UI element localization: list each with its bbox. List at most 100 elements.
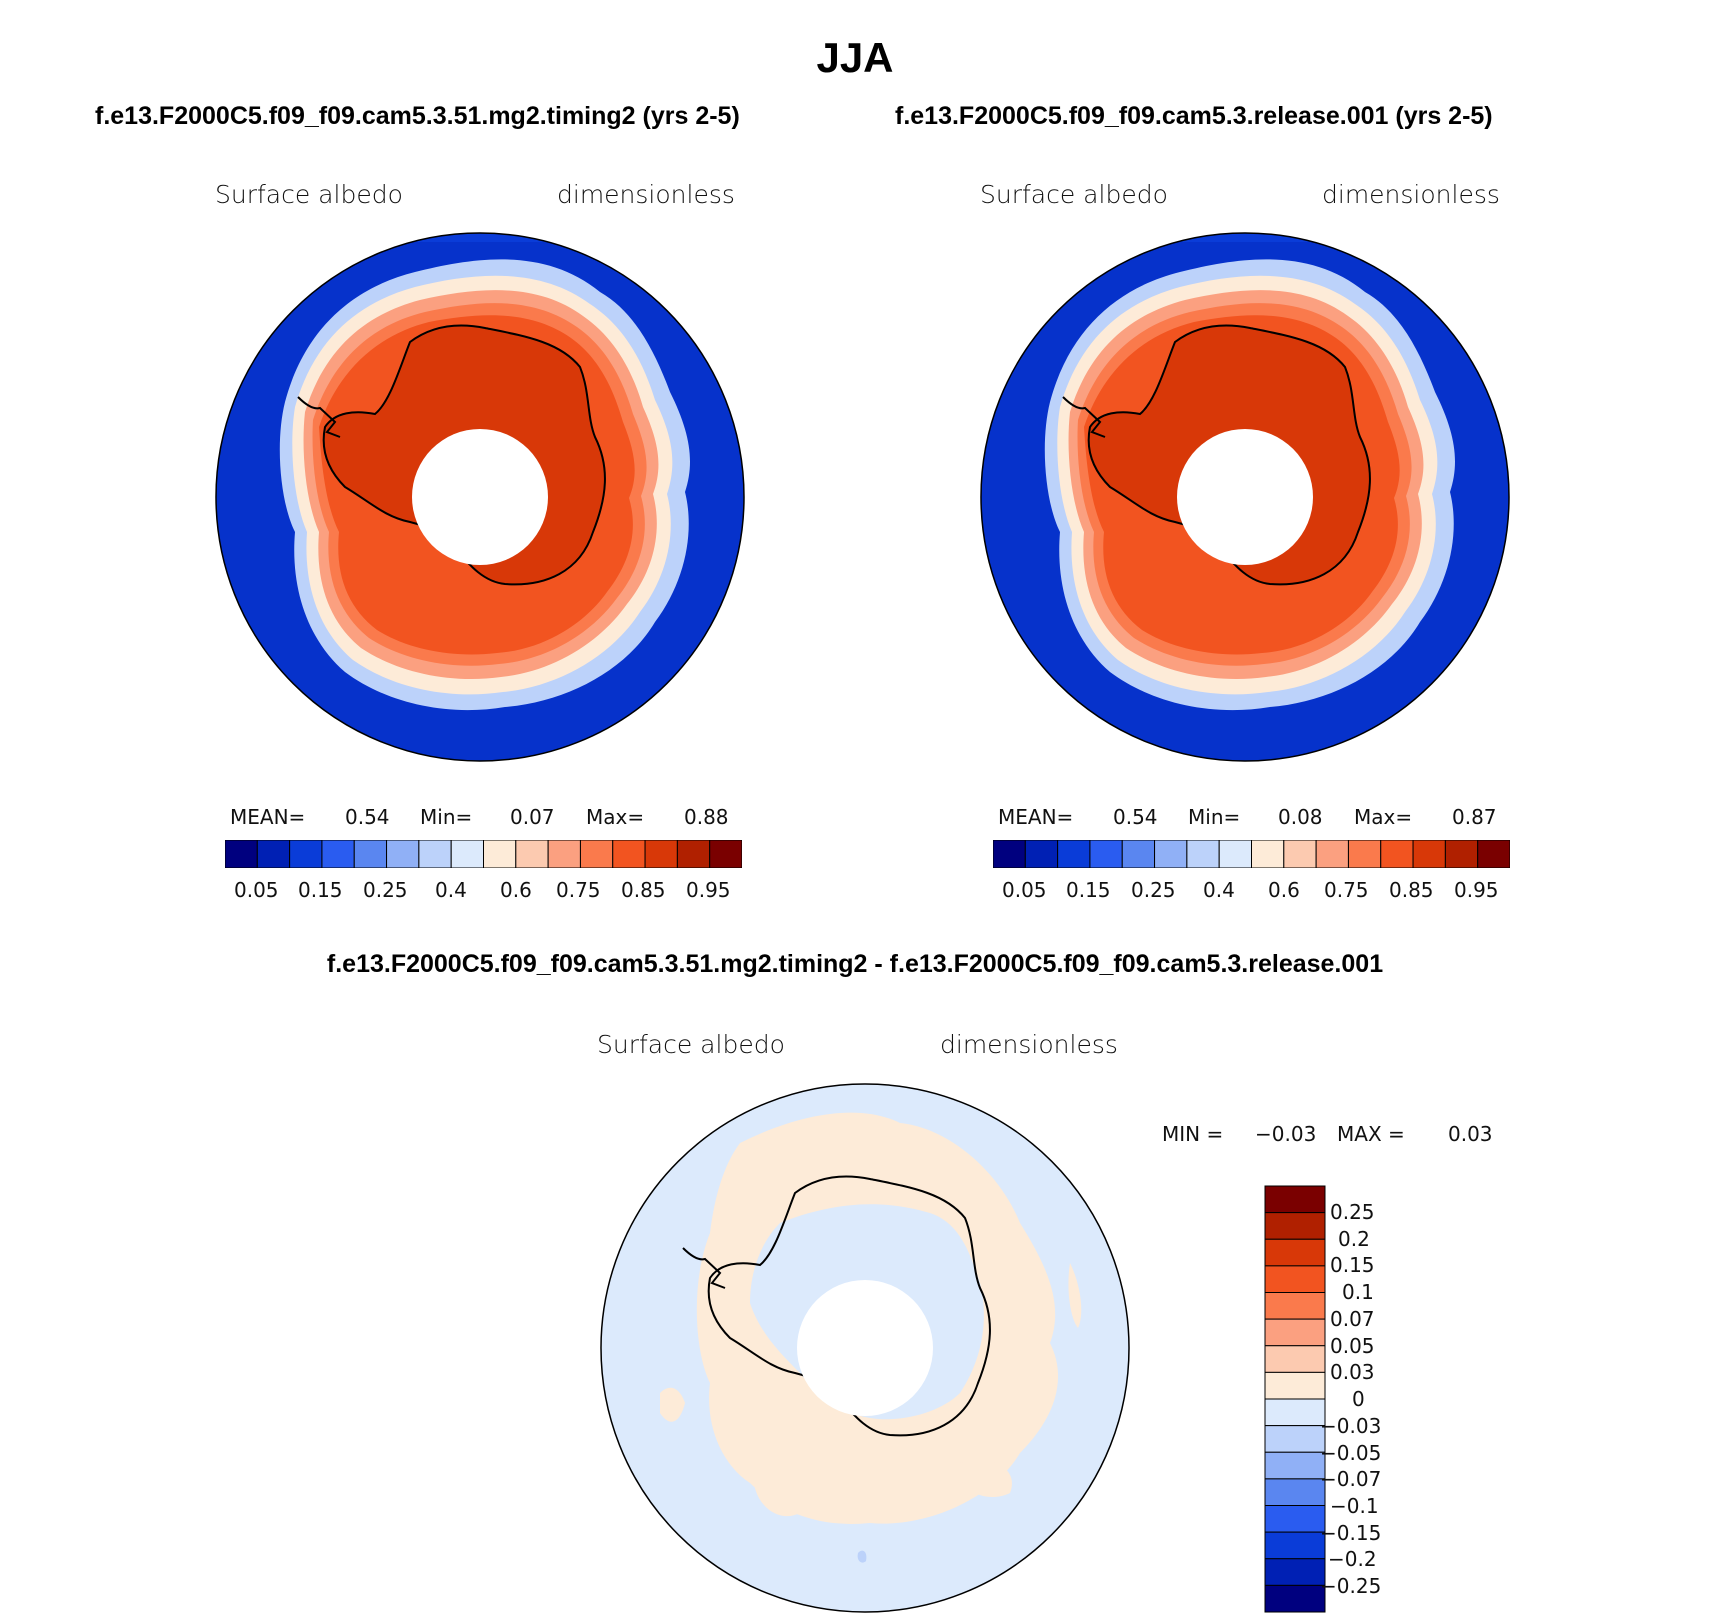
panel2-min-value: 0.08	[1278, 805, 1323, 829]
colorbar-swatch	[483, 840, 517, 868]
colorbar-tick-label: 0.95	[1454, 878, 1499, 902]
panel2-case-title: f.e13.F2000C5.f09_f09.cam5.3.release.001…	[895, 102, 1493, 130]
colorbar-tick-label: 0.95	[686, 878, 731, 902]
colorbar-tick-label: 0.4	[1203, 878, 1235, 902]
colorbar-swatch	[1121, 840, 1156, 868]
diff-units-label: dimensionless	[940, 1030, 1118, 1059]
colorbar-swatch	[1444, 840, 1479, 868]
colorbar-swatch	[709, 840, 742, 868]
colorbar-tick-label: 0	[1352, 1387, 1365, 1411]
diff-colorbar-labels: 0.25 0.2 0.15 0.1 0.07 0.05 0.03 0 −0.03…	[1320, 1185, 1440, 1601]
colorbar-tick-label: 0.4	[435, 878, 467, 902]
colorbar-swatch	[547, 840, 581, 868]
diff-min-value: −0.03	[1255, 1122, 1317, 1146]
panel2-units-label: dimensionless	[1322, 180, 1500, 209]
panel2-mean-label: MEAN=	[998, 805, 1074, 829]
colorbar-swatch	[1264, 1531, 1326, 1560]
colorbar-swatch	[1264, 1292, 1326, 1320]
colorbar-tick-label: 0.15	[298, 878, 343, 902]
colorbar-swatch	[1264, 1371, 1326, 1400]
colorbar-swatch	[1218, 840, 1253, 868]
panel1-mean-value: 0.54	[345, 805, 390, 829]
panel2-colorbar-labels: 0.05 0.15 0.25 0.4 0.6 0.75 0.85 0.95	[993, 878, 1510, 904]
diff-min-label: MIN =	[1162, 1122, 1224, 1146]
colorbar-swatch	[1264, 1185, 1326, 1214]
diff-variable-label: Surface albedo	[597, 1030, 785, 1059]
panel1-polar-map	[215, 232, 745, 762]
colorbar-tick-label: 0.25	[1330, 1200, 1375, 1224]
panel1-max-label: Max=	[586, 805, 645, 829]
colorbar-tick-label: 0.05	[1330, 1334, 1375, 1358]
colorbar-swatch	[1154, 840, 1188, 868]
colorbar-swatch	[1264, 1265, 1326, 1294]
colorbar-swatch	[676, 840, 711, 868]
colorbar-tick-label: 0.75	[1324, 878, 1369, 902]
colorbar-swatch	[579, 840, 614, 868]
colorbar-swatch	[1283, 840, 1317, 868]
panel1-colorbar-labels: 0.05 0.15 0.25 0.4 0.6 0.75 0.85 0.95	[225, 878, 742, 904]
colorbar-swatch	[225, 840, 258, 868]
panel1-min-label: Min=	[420, 805, 473, 829]
panel2-colorbar	[993, 840, 1510, 868]
colorbar-swatch	[612, 840, 646, 868]
colorbar-tick-label: −0.25	[1320, 1574, 1382, 1598]
colorbar-tick-label: 0.07	[1330, 1307, 1375, 1331]
colorbar-swatch	[1264, 1558, 1326, 1586]
colorbar-tick-label: 0.05	[1002, 878, 1047, 902]
diff-colorbar	[1264, 1185, 1326, 1613]
panel1-units-label: dimensionless	[557, 180, 735, 209]
colorbar-swatch	[1264, 1318, 1326, 1347]
colorbar-swatch	[1412, 840, 1446, 868]
colorbar-tick-label: 0.25	[363, 878, 408, 902]
colorbar-swatch	[515, 840, 549, 868]
panel1-case-title: f.e13.F2000C5.f09_f09.cam5.3.51.mg2.timi…	[95, 102, 740, 130]
colorbar-tick-label: −0.07	[1320, 1467, 1382, 1491]
colorbar-swatch	[1089, 840, 1123, 868]
colorbar-swatch	[1264, 1478, 1326, 1507]
colorbar-tick-label: 0.85	[621, 878, 666, 902]
colorbar-swatch	[1477, 840, 1510, 868]
panel2-mean-value: 0.54	[1113, 805, 1158, 829]
colorbar-tick-label: −0.03	[1320, 1414, 1382, 1438]
colorbar-tick-label: −0.2	[1328, 1547, 1377, 1571]
colorbar-swatch	[450, 840, 485, 868]
colorbar-swatch	[256, 840, 291, 868]
colorbar-swatch	[1186, 840, 1220, 868]
colorbar-swatch	[1264, 1425, 1326, 1453]
colorbar-swatch	[993, 840, 1026, 868]
colorbar-swatch	[1024, 840, 1059, 868]
diff-title: f.e13.F2000C5.f09_f09.cam5.3.51.mg2.timi…	[326, 950, 1384, 978]
colorbar-tick-label: 0.6	[1268, 878, 1300, 902]
panel1-mean-label: MEAN=	[230, 805, 306, 829]
colorbar-swatch	[353, 840, 388, 868]
colorbar-swatch	[1264, 1505, 1326, 1533]
panel2-polar-map	[980, 232, 1510, 762]
colorbar-tick-label: −0.05	[1320, 1441, 1382, 1465]
colorbar-swatch	[1264, 1238, 1326, 1267]
colorbar-swatch	[1264, 1398, 1326, 1427]
colorbar-swatch	[289, 840, 323, 868]
panel1-max-value: 0.88	[684, 805, 729, 829]
panel1-variable-label: Surface albedo	[215, 180, 403, 209]
colorbar-tick-label: 0.85	[1389, 878, 1434, 902]
colorbar-swatch	[1315, 840, 1349, 868]
colorbar-swatch	[1264, 1451, 1326, 1480]
panel1-min-value: 0.07	[510, 805, 555, 829]
colorbar-swatch	[1264, 1584, 1326, 1613]
colorbar-tick-label: 0.6	[500, 878, 532, 902]
colorbar-tick-label: 0.03	[1330, 1360, 1375, 1384]
colorbar-tick-label: 0.1	[1342, 1280, 1374, 1304]
panel2-variable-label: Surface albedo	[980, 180, 1168, 209]
colorbar-swatch	[1264, 1345, 1326, 1373]
colorbar-swatch	[644, 840, 678, 868]
colorbar-swatch	[1251, 840, 1285, 868]
colorbar-tick-label: −0.15	[1320, 1521, 1382, 1545]
diff-polar-map	[600, 1083, 1130, 1613]
colorbar-swatch	[1380, 840, 1414, 868]
colorbar-tick-label: 0.15	[1066, 878, 1111, 902]
colorbar-tick-label: 0.05	[234, 878, 279, 902]
colorbar-tick-label: −0.1	[1330, 1494, 1379, 1518]
colorbar-swatch	[1057, 840, 1091, 868]
panel2-max-label: Max=	[1354, 805, 1413, 829]
colorbar-tick-label: 0.25	[1131, 878, 1176, 902]
